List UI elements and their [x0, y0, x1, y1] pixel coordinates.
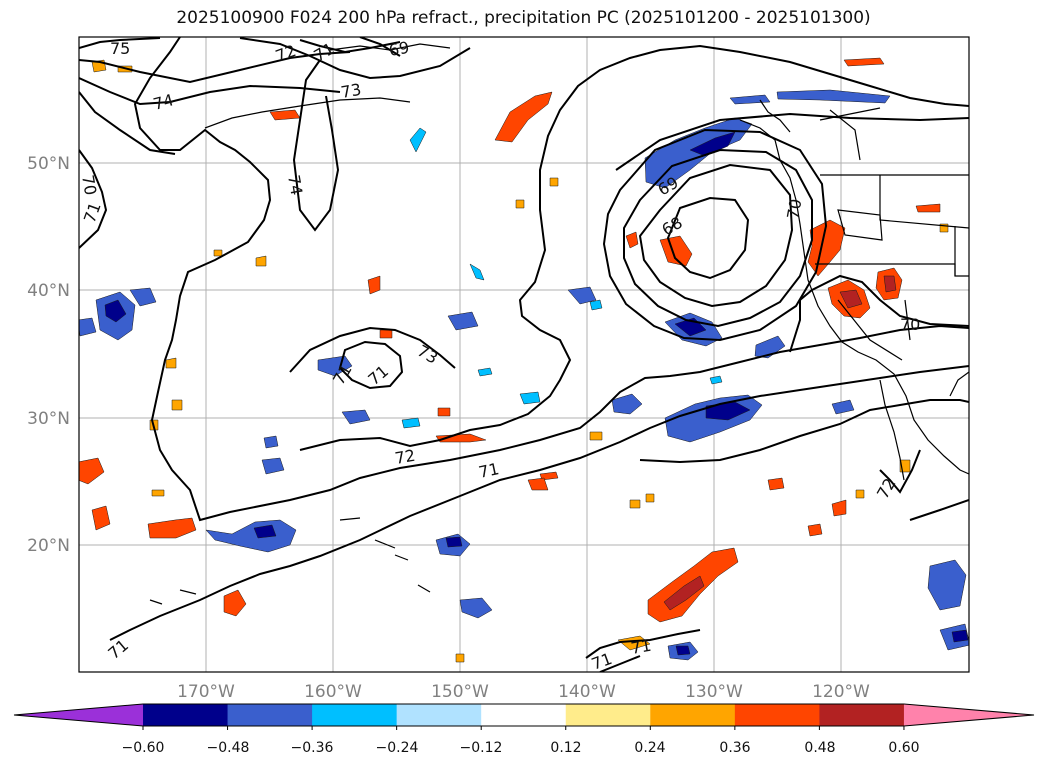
latitude-labels: 50°N 40°N 30°N 20°N [27, 154, 70, 556]
contour-lines [79, 37, 969, 672]
colorbar-tick-labels: −0.60 −0.48 −0.36 −0.24 −0.12 0.12 0.24 … [122, 740, 920, 756]
colorbar-bin [396, 704, 482, 726]
colorbar-tick-label: 0.60 [888, 740, 919, 756]
positive-precip-areas [79, 57, 949, 663]
colorbar-tick-label: −0.24 [376, 740, 419, 756]
contour-label: 73 [339, 80, 362, 102]
longitude-labels: 170°W 160°W 150°W 140°W 130°W 120°W [177, 682, 870, 702]
contour-label: 71 [589, 649, 615, 674]
lon-label: 130°W [685, 682, 743, 702]
colorbar-bin [819, 704, 905, 726]
plot-frame [78, 36, 970, 673]
colorbar-tick-label: 0.24 [634, 740, 665, 756]
lon-label: 140°W [558, 682, 616, 702]
lat-label: 20°N [27, 536, 70, 556]
colorbar-extension-max [903, 704, 1034, 726]
colorbar-tick-label: 0.12 [550, 740, 581, 756]
colorbar-tick-label: −0.60 [122, 740, 165, 756]
colorbar-bin [143, 704, 229, 726]
lat-label: 30°N [27, 409, 70, 429]
colorbar-tick-label: 0.36 [719, 740, 750, 756]
colorbar-bin [227, 704, 313, 726]
contour-label: 70 [78, 173, 100, 196]
lon-label: 160°W [304, 682, 362, 702]
colorbar-tick-label: 0.48 [804, 740, 835, 756]
contour-label: 71 [477, 459, 501, 482]
colorbar-bin [565, 704, 651, 726]
colorbar-tick-label: −0.36 [291, 740, 334, 756]
contour-label: 74 [284, 173, 306, 196]
colorbar-bin [481, 704, 567, 726]
lon-label: 150°W [431, 682, 489, 702]
colorbar-tick-label: −0.12 [460, 740, 503, 756]
colorbar-bin [312, 704, 398, 726]
contour-label: 71 [629, 636, 652, 658]
contour-label: 74 [151, 90, 176, 114]
contour-label: 69 [387, 38, 410, 60]
plot-area: 75 72 71 69 73 74 70 71 74 73 71 72 71 6… [78, 37, 969, 674]
colorbar-extension-min [14, 704, 143, 726]
lat-label: 50°N [27, 154, 70, 174]
lon-label: 170°W [177, 682, 235, 702]
lon-label: 120°W [812, 682, 870, 702]
contour-label: 72 [393, 446, 416, 468]
contour-label: 70 [783, 197, 805, 220]
negative-precip-areas [79, 89, 969, 661]
colorbar [13, 703, 1035, 730]
map-title: 2025100900 F024 200 hPa refract., precip… [176, 8, 871, 28]
contour-label: 70 [900, 315, 920, 334]
colorbar-bin [650, 704, 736, 726]
colorbar-tick-label: −0.48 [207, 740, 250, 756]
colorbar-bin [734, 704, 820, 726]
contour-label: 75 [110, 39, 130, 58]
lat-label: 40°N [27, 281, 70, 301]
